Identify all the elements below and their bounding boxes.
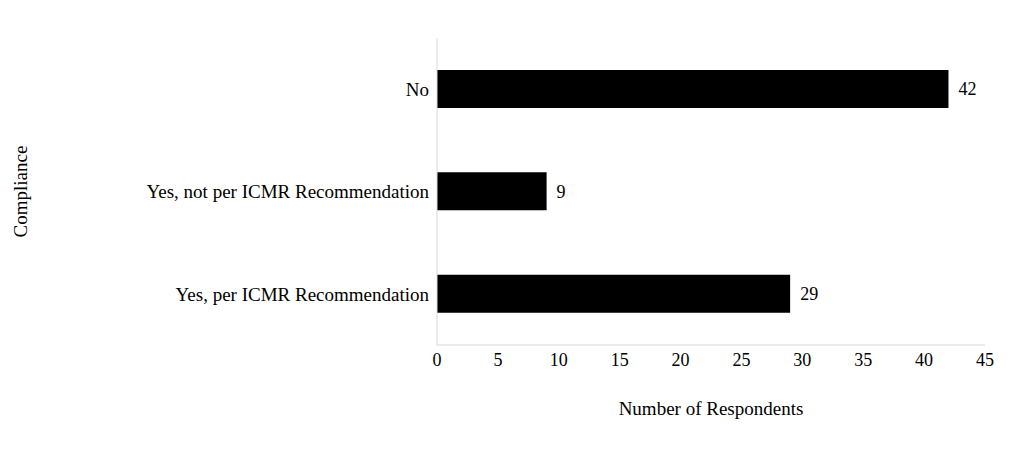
- svg-text:5: 5: [493, 350, 502, 370]
- svg-text:Yes, not per ICMR Recommendati: Yes, not per ICMR Recommendation: [146, 181, 429, 202]
- svg-text:30: 30: [793, 350, 811, 370]
- svg-text:29: 29: [800, 284, 818, 304]
- svg-text:Yes, per ICMR Recommendation: Yes, per ICMR Recommendation: [176, 284, 430, 305]
- svg-text:Number of Respondents: Number of Respondents: [619, 398, 804, 419]
- svg-text:42: 42: [958, 79, 976, 99]
- svg-text:No: No: [406, 79, 429, 100]
- svg-text:Compliance: Compliance: [10, 146, 31, 238]
- svg-text:25: 25: [732, 350, 750, 370]
- svg-text:35: 35: [854, 350, 872, 370]
- svg-text:10: 10: [550, 350, 568, 370]
- svg-text:40: 40: [915, 350, 933, 370]
- svg-text:0: 0: [433, 350, 442, 370]
- svg-text:15: 15: [611, 350, 629, 370]
- svg-text:9: 9: [557, 182, 566, 202]
- svg-text:20: 20: [672, 350, 690, 370]
- svg-text:45: 45: [976, 350, 994, 370]
